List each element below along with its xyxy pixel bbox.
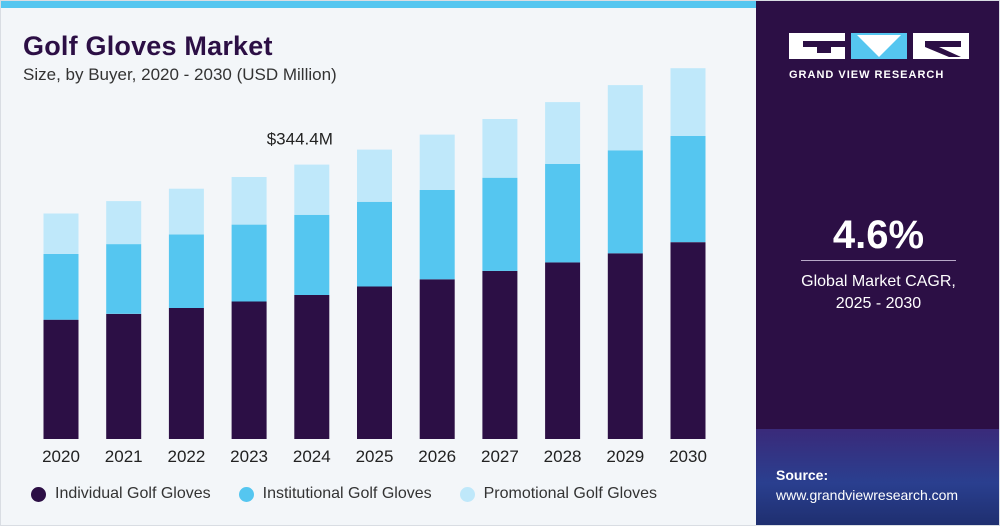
source-box: Source: www.grandviewresearch.com bbox=[756, 429, 999, 525]
source-url[interactable]: www.grandviewresearch.com bbox=[776, 487, 959, 503]
bar-promotional-2030 bbox=[670, 68, 706, 136]
bar-promotional-2020 bbox=[43, 213, 79, 254]
legend-label-promotional: Promotional Golf Gloves bbox=[483, 485, 658, 502]
bar-promotional-2029 bbox=[607, 85, 643, 151]
bar-individual-2025 bbox=[357, 286, 392, 439]
chart-title: Golf Gloves Market bbox=[23, 31, 273, 61]
info-sidebar: GRAND VIEW RESEARCH 4.6% Global Market C… bbox=[756, 1, 999, 525]
bar-individual-2021 bbox=[106, 313, 142, 439]
brand-name: GRAND VIEW RESEARCH bbox=[789, 69, 945, 81]
legend-swatch-individual bbox=[31, 486, 46, 502]
bar-promotional-2026 bbox=[419, 134, 455, 190]
cagr-label-line2: 2025 - 2030 bbox=[835, 295, 922, 312]
legend-item-institutional: Institutional Golf Gloves bbox=[238, 485, 432, 503]
bar-promotional-2022 bbox=[168, 188, 204, 235]
bar-institutional-2023 bbox=[231, 224, 267, 302]
bar-individual-2023 bbox=[231, 301, 267, 439]
bar-promotional-2025 bbox=[357, 149, 392, 202]
source-label: Source: bbox=[776, 467, 829, 483]
cagr-label-line1: Global Market CAGR, bbox=[801, 273, 956, 290]
x-tick-label-2021: 2021 bbox=[105, 447, 143, 466]
bar-institutional-2022 bbox=[168, 234, 204, 308]
chart-panel: Golf Gloves Market Size, by Buyer, 2020 … bbox=[1, 1, 756, 525]
bar-individual-2022 bbox=[168, 308, 204, 439]
x-tick-label-2028: 2028 bbox=[544, 447, 582, 466]
bar-individual-2020 bbox=[43, 319, 79, 439]
x-tick-label-2029: 2029 bbox=[606, 447, 644, 466]
bar-promotional-2027 bbox=[482, 119, 518, 178]
bar-individual-2027 bbox=[482, 270, 518, 439]
bar-institutional-2020 bbox=[43, 253, 79, 320]
top-accent-bar bbox=[1, 1, 756, 8]
legend-item-promotional: Promotional Golf Gloves bbox=[459, 485, 658, 503]
chart-legend: Individual Golf Gloves Institutional Gol… bbox=[31, 483, 685, 505]
legend-label-institutional: Institutional Golf Gloves bbox=[262, 485, 432, 502]
x-tick-label-2025: 2025 bbox=[356, 447, 394, 466]
bar-promotional-2023 bbox=[231, 177, 267, 225]
x-tick-label-2024: 2024 bbox=[293, 447, 331, 466]
x-tick-label-2027: 2027 bbox=[481, 447, 519, 466]
bar-individual-2030 bbox=[670, 242, 706, 439]
bar-individual-2026 bbox=[419, 279, 455, 439]
bar-promotional-2028 bbox=[545, 102, 581, 164]
bar-promotional-2021 bbox=[106, 201, 142, 245]
bar-institutional-2030 bbox=[670, 135, 706, 243]
chart-subtitle: Size, by Buyer, 2020 - 2030 (USD Million… bbox=[23, 65, 337, 84]
bar-individual-2029 bbox=[607, 253, 643, 439]
bar-institutional-2027 bbox=[482, 177, 518, 271]
bar-institutional-2029 bbox=[607, 150, 643, 254]
annotation-label: $344.4M bbox=[267, 130, 333, 149]
bar-institutional-2025 bbox=[357, 201, 392, 287]
legend-label-individual: Individual Golf Gloves bbox=[55, 485, 211, 502]
bar-institutional-2026 bbox=[419, 190, 455, 280]
grand-view-research-logo bbox=[789, 33, 969, 59]
bar-institutional-2028 bbox=[545, 164, 581, 263]
x-tick-label-2020: 2020 bbox=[42, 447, 80, 466]
stacked-bar-chart: 2020 2021 2022 2023 2024 $344.4M 2025 2026 2027 2… bbox=[42, 68, 707, 466]
bar-institutional-2024 bbox=[294, 214, 330, 295]
legend-swatch-promotional bbox=[459, 486, 475, 502]
cagr-divider bbox=[801, 260, 956, 261]
legend-swatch-institutional bbox=[238, 486, 254, 502]
x-tick-label-2030: 2030 bbox=[669, 447, 707, 466]
legend-item-individual: Individual Golf Gloves bbox=[31, 485, 211, 503]
bar-individual-2028 bbox=[545, 262, 581, 439]
x-tick-label-2026: 2026 bbox=[418, 447, 456, 466]
cagr-value: 4.6% bbox=[832, 213, 925, 257]
x-tick-label-2022: 2022 bbox=[167, 447, 205, 466]
bar-promotional-2024 bbox=[294, 164, 330, 215]
bar-individual-2024 bbox=[294, 295, 330, 439]
bar-institutional-2021 bbox=[106, 244, 142, 314]
x-tick-label-2023: 2023 bbox=[230, 447, 268, 466]
cagr-label: Global Market CAGR, 2025 - 2030 bbox=[756, 271, 999, 315]
